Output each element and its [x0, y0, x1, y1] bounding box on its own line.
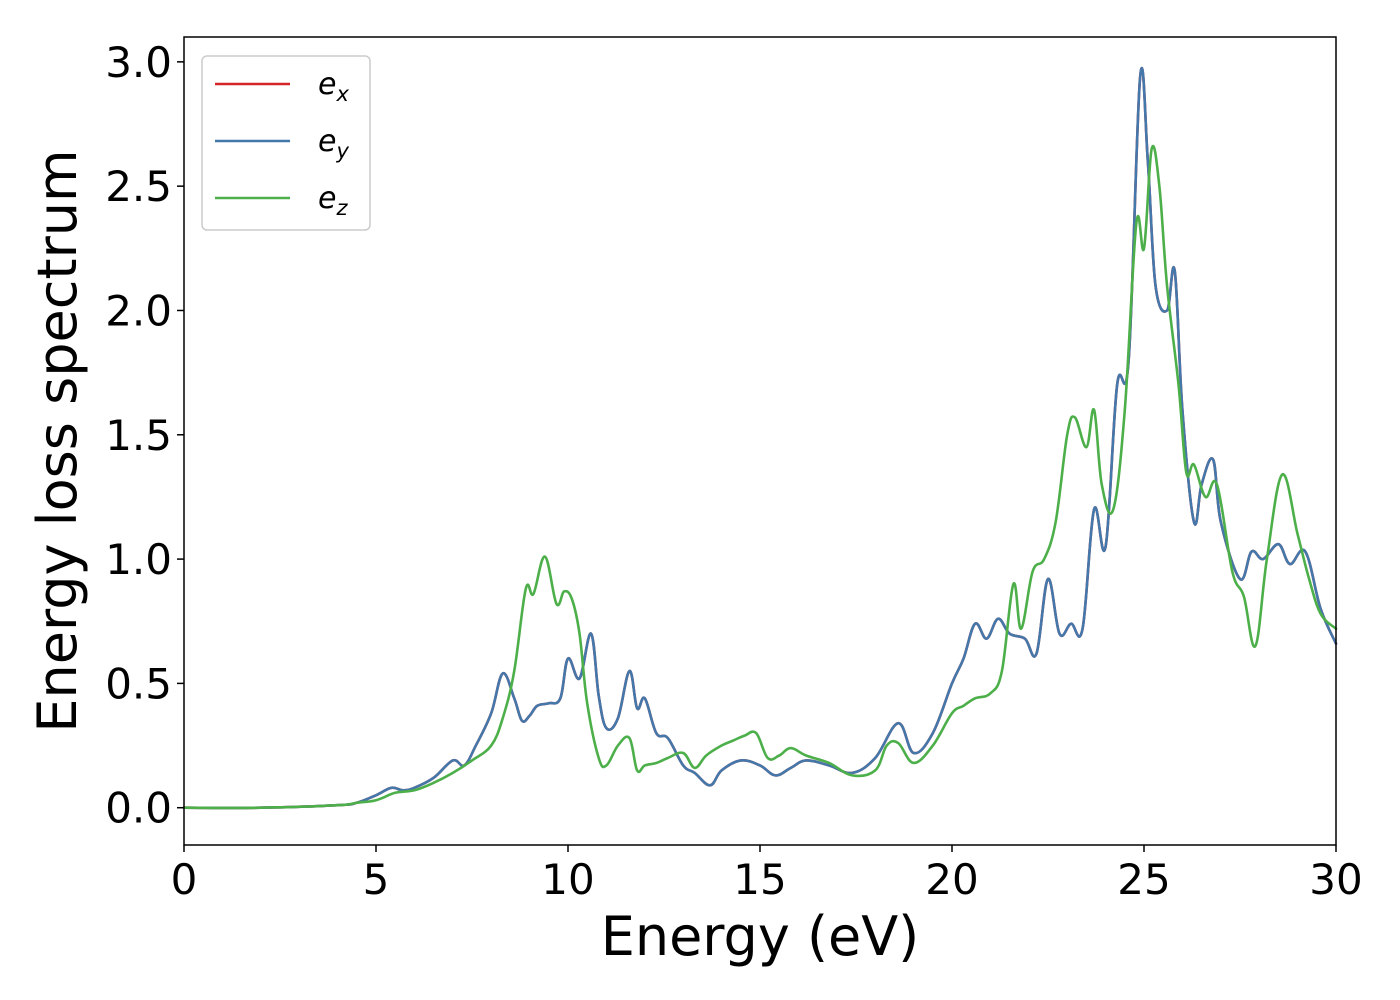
x-tick-label: 15	[733, 855, 786, 904]
y-tick-label: 3.0	[105, 38, 172, 87]
x-tick-label: 30	[1309, 855, 1362, 904]
x-tick-label: 5	[363, 855, 390, 904]
y-tick-label: 2.5	[105, 162, 172, 211]
x-axis-label: Energy (eV)	[601, 905, 920, 968]
y-tick-label: 0.0	[105, 784, 172, 833]
legend-label-x: ex	[318, 67, 349, 106]
x-axis-ticks: 0 5 10 15 20 25 30	[171, 845, 1363, 904]
y-axis-ticks: 0.0 0.5 1.0 1.5 2.0 2.5 3.0	[105, 38, 184, 833]
y-tick-label: 1.5	[105, 411, 172, 460]
y-axis-label: Energy loss spectrum	[26, 149, 89, 732]
x-tick-label: 0	[171, 855, 198, 904]
x-tick-label: 10	[541, 855, 594, 904]
series-line-ey	[182, 66, 1338, 810]
x-tick-label: 20	[925, 855, 978, 904]
legend-label-y: ey	[318, 124, 349, 163]
legend-label-z: ez	[318, 181, 348, 220]
x-tick-label: 25	[1117, 855, 1170, 904]
series-layer	[182, 66, 1338, 810]
y-tick-label: 2.0	[105, 286, 172, 335]
y-tick-label: 1.0	[105, 535, 172, 584]
y-tick-label: 0.5	[105, 659, 172, 708]
legend-box	[201, 55, 371, 231]
legend: ex ey ez	[201, 55, 371, 231]
plot-background	[184, 37, 1336, 845]
series-line-ez	[182, 144, 1338, 810]
